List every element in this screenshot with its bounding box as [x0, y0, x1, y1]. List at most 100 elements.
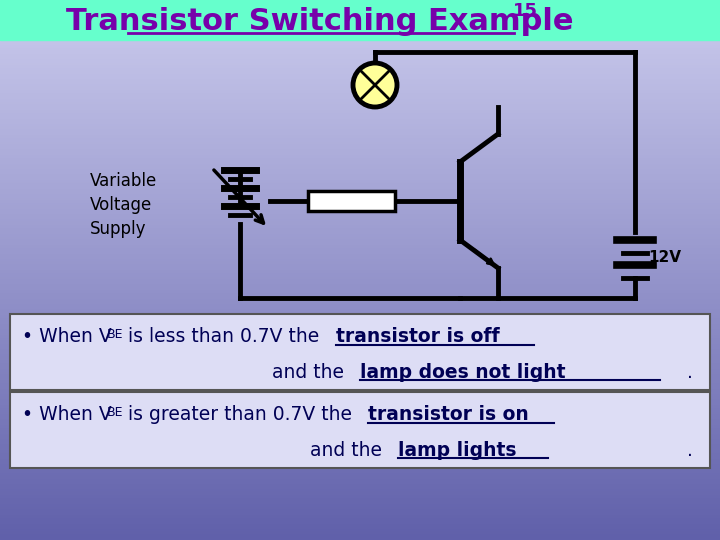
Bar — [0, 35, 720, 39]
Bar — [0, 94, 720, 98]
Bar — [0, 312, 720, 316]
Bar — [0, 276, 720, 280]
Bar — [0, 470, 720, 475]
Bar — [0, 474, 720, 478]
Bar — [0, 195, 720, 199]
Bar — [0, 11, 720, 16]
Bar — [0, 130, 720, 134]
Bar — [0, 489, 720, 492]
Bar — [0, 240, 720, 244]
Bar — [0, 426, 720, 429]
Bar — [0, 469, 720, 472]
Bar — [0, 37, 720, 40]
Bar — [0, 8, 720, 12]
Bar — [0, 456, 720, 460]
Bar — [0, 156, 720, 159]
Bar — [0, 526, 720, 530]
Bar — [0, 17, 720, 21]
Bar — [0, 476, 720, 480]
Bar — [0, 227, 720, 232]
Bar — [0, 6, 720, 10]
Bar — [0, 141, 720, 145]
Bar — [0, 226, 720, 230]
Bar — [0, 373, 720, 377]
Text: transistor is on: transistor is on — [368, 406, 528, 424]
Bar — [0, 281, 720, 286]
Bar — [0, 84, 720, 87]
Bar — [0, 190, 720, 194]
Bar — [0, 503, 720, 507]
Bar — [0, 291, 720, 294]
Bar — [0, 458, 720, 462]
Bar — [0, 301, 720, 305]
Bar — [0, 49, 720, 53]
Bar — [0, 406, 720, 410]
Bar — [0, 287, 720, 291]
Text: BE: BE — [107, 406, 124, 419]
Bar — [0, 492, 720, 496]
Bar — [0, 172, 720, 176]
Bar — [0, 267, 720, 271]
Bar — [0, 118, 720, 122]
Bar — [0, 256, 720, 260]
Bar — [0, 204, 720, 208]
Bar — [0, 71, 720, 75]
Bar — [0, 323, 720, 327]
Text: 15: 15 — [513, 2, 538, 20]
Bar — [0, 105, 720, 109]
Bar — [0, 346, 720, 350]
Bar — [0, 211, 720, 215]
Bar — [0, 497, 720, 502]
Bar — [0, 427, 720, 431]
Bar — [0, 370, 720, 374]
Bar — [0, 48, 720, 51]
Bar — [0, 224, 720, 228]
Bar — [0, 51, 720, 55]
Bar — [0, 400, 720, 404]
Bar — [0, 177, 720, 181]
Text: BE: BE — [107, 328, 124, 341]
Bar — [0, 395, 720, 399]
Bar — [0, 397, 720, 401]
Bar — [0, 274, 720, 278]
Bar — [0, 262, 720, 266]
Bar — [0, 523, 720, 526]
Bar — [0, 55, 720, 59]
Bar — [0, 143, 720, 147]
Bar — [0, 483, 720, 487]
Bar — [0, 150, 720, 154]
Bar — [0, 330, 720, 334]
Bar — [0, 359, 720, 363]
Bar — [0, 222, 720, 226]
Bar — [0, 294, 720, 298]
Bar — [0, 348, 720, 352]
Bar — [0, 132, 720, 136]
Bar — [0, 501, 720, 505]
Bar — [0, 82, 720, 86]
Bar — [0, 355, 720, 359]
Bar — [0, 316, 720, 320]
Bar — [0, 438, 720, 442]
Bar — [0, 200, 720, 205]
Bar — [0, 57, 720, 60]
Bar — [0, 454, 720, 458]
Bar — [0, 345, 720, 348]
Bar — [0, 465, 720, 469]
Bar — [0, 129, 720, 132]
Bar — [0, 379, 720, 383]
Bar — [0, 102, 720, 105]
Bar — [0, 233, 720, 237]
Bar — [0, 535, 720, 539]
Bar — [0, 314, 720, 318]
Bar — [0, 505, 720, 509]
Bar — [0, 510, 720, 514]
Bar — [0, 420, 720, 424]
Bar — [0, 453, 720, 456]
Bar — [0, 247, 720, 251]
Bar — [0, 53, 720, 57]
Bar — [0, 170, 720, 174]
Bar — [0, 159, 720, 163]
Bar — [0, 303, 720, 307]
Bar — [0, 352, 720, 356]
Bar — [0, 139, 720, 143]
